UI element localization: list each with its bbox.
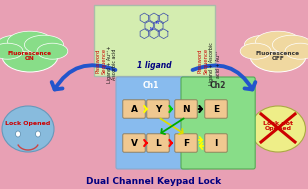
- Ellipse shape: [0, 43, 23, 59]
- Ellipse shape: [256, 31, 300, 52]
- Text: Ligand + Au³⁺+: Ligand + Au³⁺+: [107, 45, 112, 83]
- Text: 1 ligand: 1 ligand: [137, 61, 171, 70]
- Text: I: I: [214, 139, 218, 147]
- Text: V: V: [131, 139, 137, 147]
- FancyBboxPatch shape: [94, 5, 214, 75]
- FancyBboxPatch shape: [116, 77, 190, 169]
- FancyBboxPatch shape: [175, 100, 197, 118]
- FancyBboxPatch shape: [123, 100, 145, 118]
- Text: Fluorescence
OFF: Fluorescence OFF: [256, 51, 300, 61]
- Ellipse shape: [15, 131, 21, 137]
- FancyBboxPatch shape: [205, 134, 227, 152]
- Ellipse shape: [8, 31, 52, 52]
- Text: N: N: [182, 105, 190, 114]
- FancyBboxPatch shape: [147, 100, 169, 118]
- Text: A: A: [131, 105, 137, 114]
- Text: Password: Password: [95, 49, 100, 73]
- Text: F: F: [183, 139, 189, 147]
- Ellipse shape: [250, 106, 306, 152]
- Ellipse shape: [285, 43, 308, 59]
- Text: Lock not
Opened: Lock not Opened: [263, 121, 293, 131]
- FancyBboxPatch shape: [123, 134, 145, 152]
- Ellipse shape: [35, 131, 40, 137]
- Text: E: E: [213, 105, 219, 114]
- Ellipse shape: [245, 35, 284, 54]
- FancyBboxPatch shape: [147, 134, 169, 152]
- Text: Password: Password: [197, 49, 202, 73]
- Text: Y: Y: [155, 105, 161, 114]
- Text: Dual Channel Keypad Lock: Dual Channel Keypad Lock: [87, 177, 221, 185]
- Text: Sequence: Sequence: [102, 48, 107, 74]
- Text: L: L: [155, 139, 161, 147]
- Text: N: N: [150, 27, 153, 31]
- Text: Ch1: Ch1: [142, 81, 159, 91]
- Text: Lock Opened: Lock Opened: [5, 122, 51, 126]
- Ellipse shape: [250, 40, 306, 72]
- FancyBboxPatch shape: [181, 77, 255, 169]
- FancyBboxPatch shape: [175, 134, 197, 152]
- Text: Ascorbic acid: Ascorbic acid: [112, 48, 117, 80]
- FancyBboxPatch shape: [205, 100, 227, 118]
- Ellipse shape: [272, 35, 308, 54]
- Ellipse shape: [24, 35, 63, 54]
- Ellipse shape: [2, 106, 54, 152]
- Text: Ch2: Ch2: [210, 81, 226, 91]
- Text: Fluorescence
ON: Fluorescence ON: [8, 51, 52, 61]
- Text: Ligand + Ascorbic: Ligand + Ascorbic: [209, 43, 214, 85]
- Ellipse shape: [37, 43, 68, 59]
- Ellipse shape: [2, 40, 58, 72]
- Ellipse shape: [0, 35, 36, 54]
- Text: acid + Au³⁺: acid + Au³⁺: [216, 50, 221, 78]
- Text: Sequence: Sequence: [204, 48, 209, 74]
- Ellipse shape: [240, 43, 271, 59]
- Text: N: N: [155, 21, 158, 25]
